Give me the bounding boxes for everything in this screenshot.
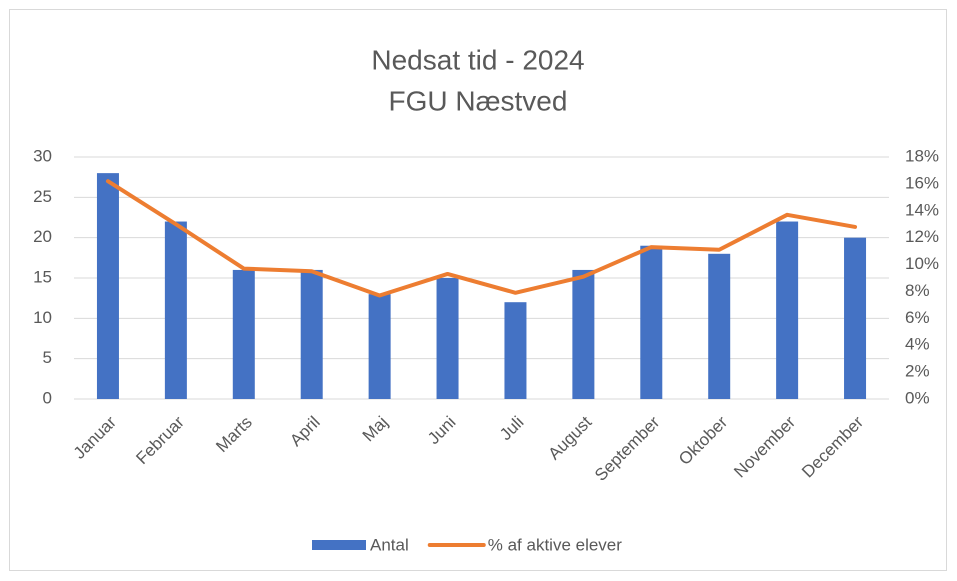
y-tick-label: 15 <box>33 267 52 286</box>
y2-tick-label: 8% <box>905 281 930 300</box>
y2-tick-label: 18% <box>905 146 939 165</box>
chart-subtitle: FGU Næstved <box>389 85 568 116</box>
y-tick-label: 5 <box>43 348 52 367</box>
y2-tick-label: 12% <box>905 227 939 246</box>
y2-tick-label: 16% <box>905 173 939 192</box>
bar <box>232 269 255 399</box>
bar <box>572 269 595 399</box>
y2-tick-label: 14% <box>905 200 939 219</box>
bar <box>504 302 527 399</box>
legend-label: Antal <box>370 535 409 554</box>
y-tick-label: 20 <box>33 227 52 246</box>
legend-swatch <box>312 540 366 550</box>
y2-tick-label: 0% <box>905 388 930 407</box>
legend-label: % af aktive elever <box>488 535 623 554</box>
y2-tick-label: 4% <box>905 335 930 354</box>
y-tick-label: 25 <box>33 187 52 206</box>
bar <box>776 221 799 399</box>
chart-title: Nedsat tid - 2024 <box>371 44 584 75</box>
line <box>105 179 858 298</box>
bar <box>164 221 187 399</box>
y2-tick-label: 2% <box>905 362 930 381</box>
y-tick-label: 0 <box>43 388 52 407</box>
y2-tick-label: 10% <box>905 254 939 273</box>
bar <box>708 253 731 399</box>
bar <box>640 245 663 399</box>
bar <box>368 294 391 399</box>
bar <box>436 278 459 399</box>
bar <box>96 173 119 399</box>
y-tick-label: 10 <box>33 308 52 327</box>
bar <box>844 237 867 399</box>
y2-tick-label: 6% <box>905 308 930 327</box>
y-tick-label: 30 <box>33 146 52 165</box>
bar <box>300 269 323 399</box>
